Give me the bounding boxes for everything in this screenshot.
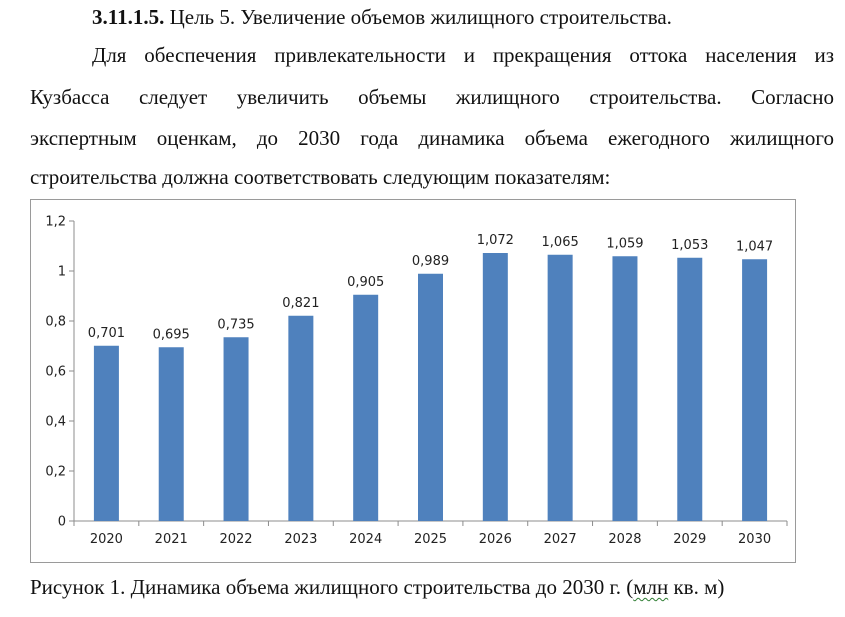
data-label-2027: 1,065 <box>542 235 579 250</box>
bar-chart: 0 0,2 0,4 0,6 0,8 1 1,2 0,701 2020 0,695 2021 0,735… <box>30 199 796 563</box>
y-tick-label: 0,4 <box>45 415 66 430</box>
paragraph-line-4: строительства должна соответствовать сле… <box>30 165 611 189</box>
bar-2026 <box>482 253 508 521</box>
x-tick-label-2028: 2028 <box>608 532 641 547</box>
x-tick-label-2020: 2020 <box>90 532 123 547</box>
data-label-2030: 1,047 <box>736 239 773 254</box>
bar-2023 <box>288 315 314 521</box>
x-tick-label-2027: 2027 <box>544 532 577 547</box>
bar-2030 <box>742 259 768 521</box>
section-title: Цель 5. Увеличение объемов жилищного стр… <box>169 5 672 29</box>
bar-2025 <box>418 273 443 521</box>
y-tick-label: 0,6 <box>45 365 66 380</box>
section-heading: 3.11.1.5. Цель 5. Увеличение объемов жил… <box>92 4 672 30</box>
data-label-2020: 0,701 <box>88 326 125 341</box>
caption-main: Рисунок 1. Динамика объема жилищного стр… <box>30 575 634 599</box>
data-label-2026: 1,072 <box>477 233 514 248</box>
data-label-2021: 0,695 <box>153 327 190 342</box>
caption-tail: кв. м) <box>668 575 725 599</box>
y-tick-label: 0 <box>58 515 66 530</box>
chart-canvas: 0 0,2 0,4 0,6 0,8 1 1,2 0,701 2020 0,695 2021 0,735… <box>45 215 788 547</box>
x-tick-label-2023: 2023 <box>284 532 317 547</box>
bar-2022 <box>223 337 249 521</box>
y-tick-label: 0,2 <box>45 465 66 480</box>
section-number: 3.11.1.5. <box>92 5 165 29</box>
bar-2024 <box>353 294 379 521</box>
bar-2027 <box>547 254 573 521</box>
x-tick-label-2026: 2026 <box>479 532 512 547</box>
x-tick-label-2029: 2029 <box>673 532 706 547</box>
figure-caption: Рисунок 1. Динамика объема жилищного стр… <box>30 574 724 600</box>
x-tick-label-2021: 2021 <box>155 532 188 547</box>
paragraph-line-3: экспертным оценкам, до 2030 года динамик… <box>30 126 834 150</box>
bar-2029 <box>677 257 703 521</box>
data-label-2025: 0,989 <box>412 254 449 269</box>
data-label-2024: 0,905 <box>347 275 384 290</box>
paragraph-line-2: Кузбасса следует увеличить объемы жилищн… <box>30 85 834 109</box>
data-label-2028: 1,059 <box>606 236 643 251</box>
y-tick-label: 1 <box>58 265 66 280</box>
bar-2021 <box>158 347 184 521</box>
y-tick-label: 1,2 <box>45 215 66 230</box>
x-tick-label-2030: 2030 <box>738 532 771 547</box>
paragraph-line-1: Для обеспечения привлекательности и прек… <box>92 43 834 67</box>
x-tick-label-2022: 2022 <box>219 532 252 547</box>
data-label-2029: 1,053 <box>671 238 708 253</box>
y-tick-label: 0,8 <box>45 315 66 330</box>
x-tick-label-2025: 2025 <box>414 532 447 547</box>
bar-2028 <box>612 256 638 521</box>
bar-2020 <box>93 345 119 521</box>
data-label-2023: 0,821 <box>282 296 319 311</box>
data-label-2022: 0,735 <box>217 317 254 332</box>
caption-unit-underlined: млн <box>633 575 669 599</box>
x-tick-label-2024: 2024 <box>349 532 382 547</box>
